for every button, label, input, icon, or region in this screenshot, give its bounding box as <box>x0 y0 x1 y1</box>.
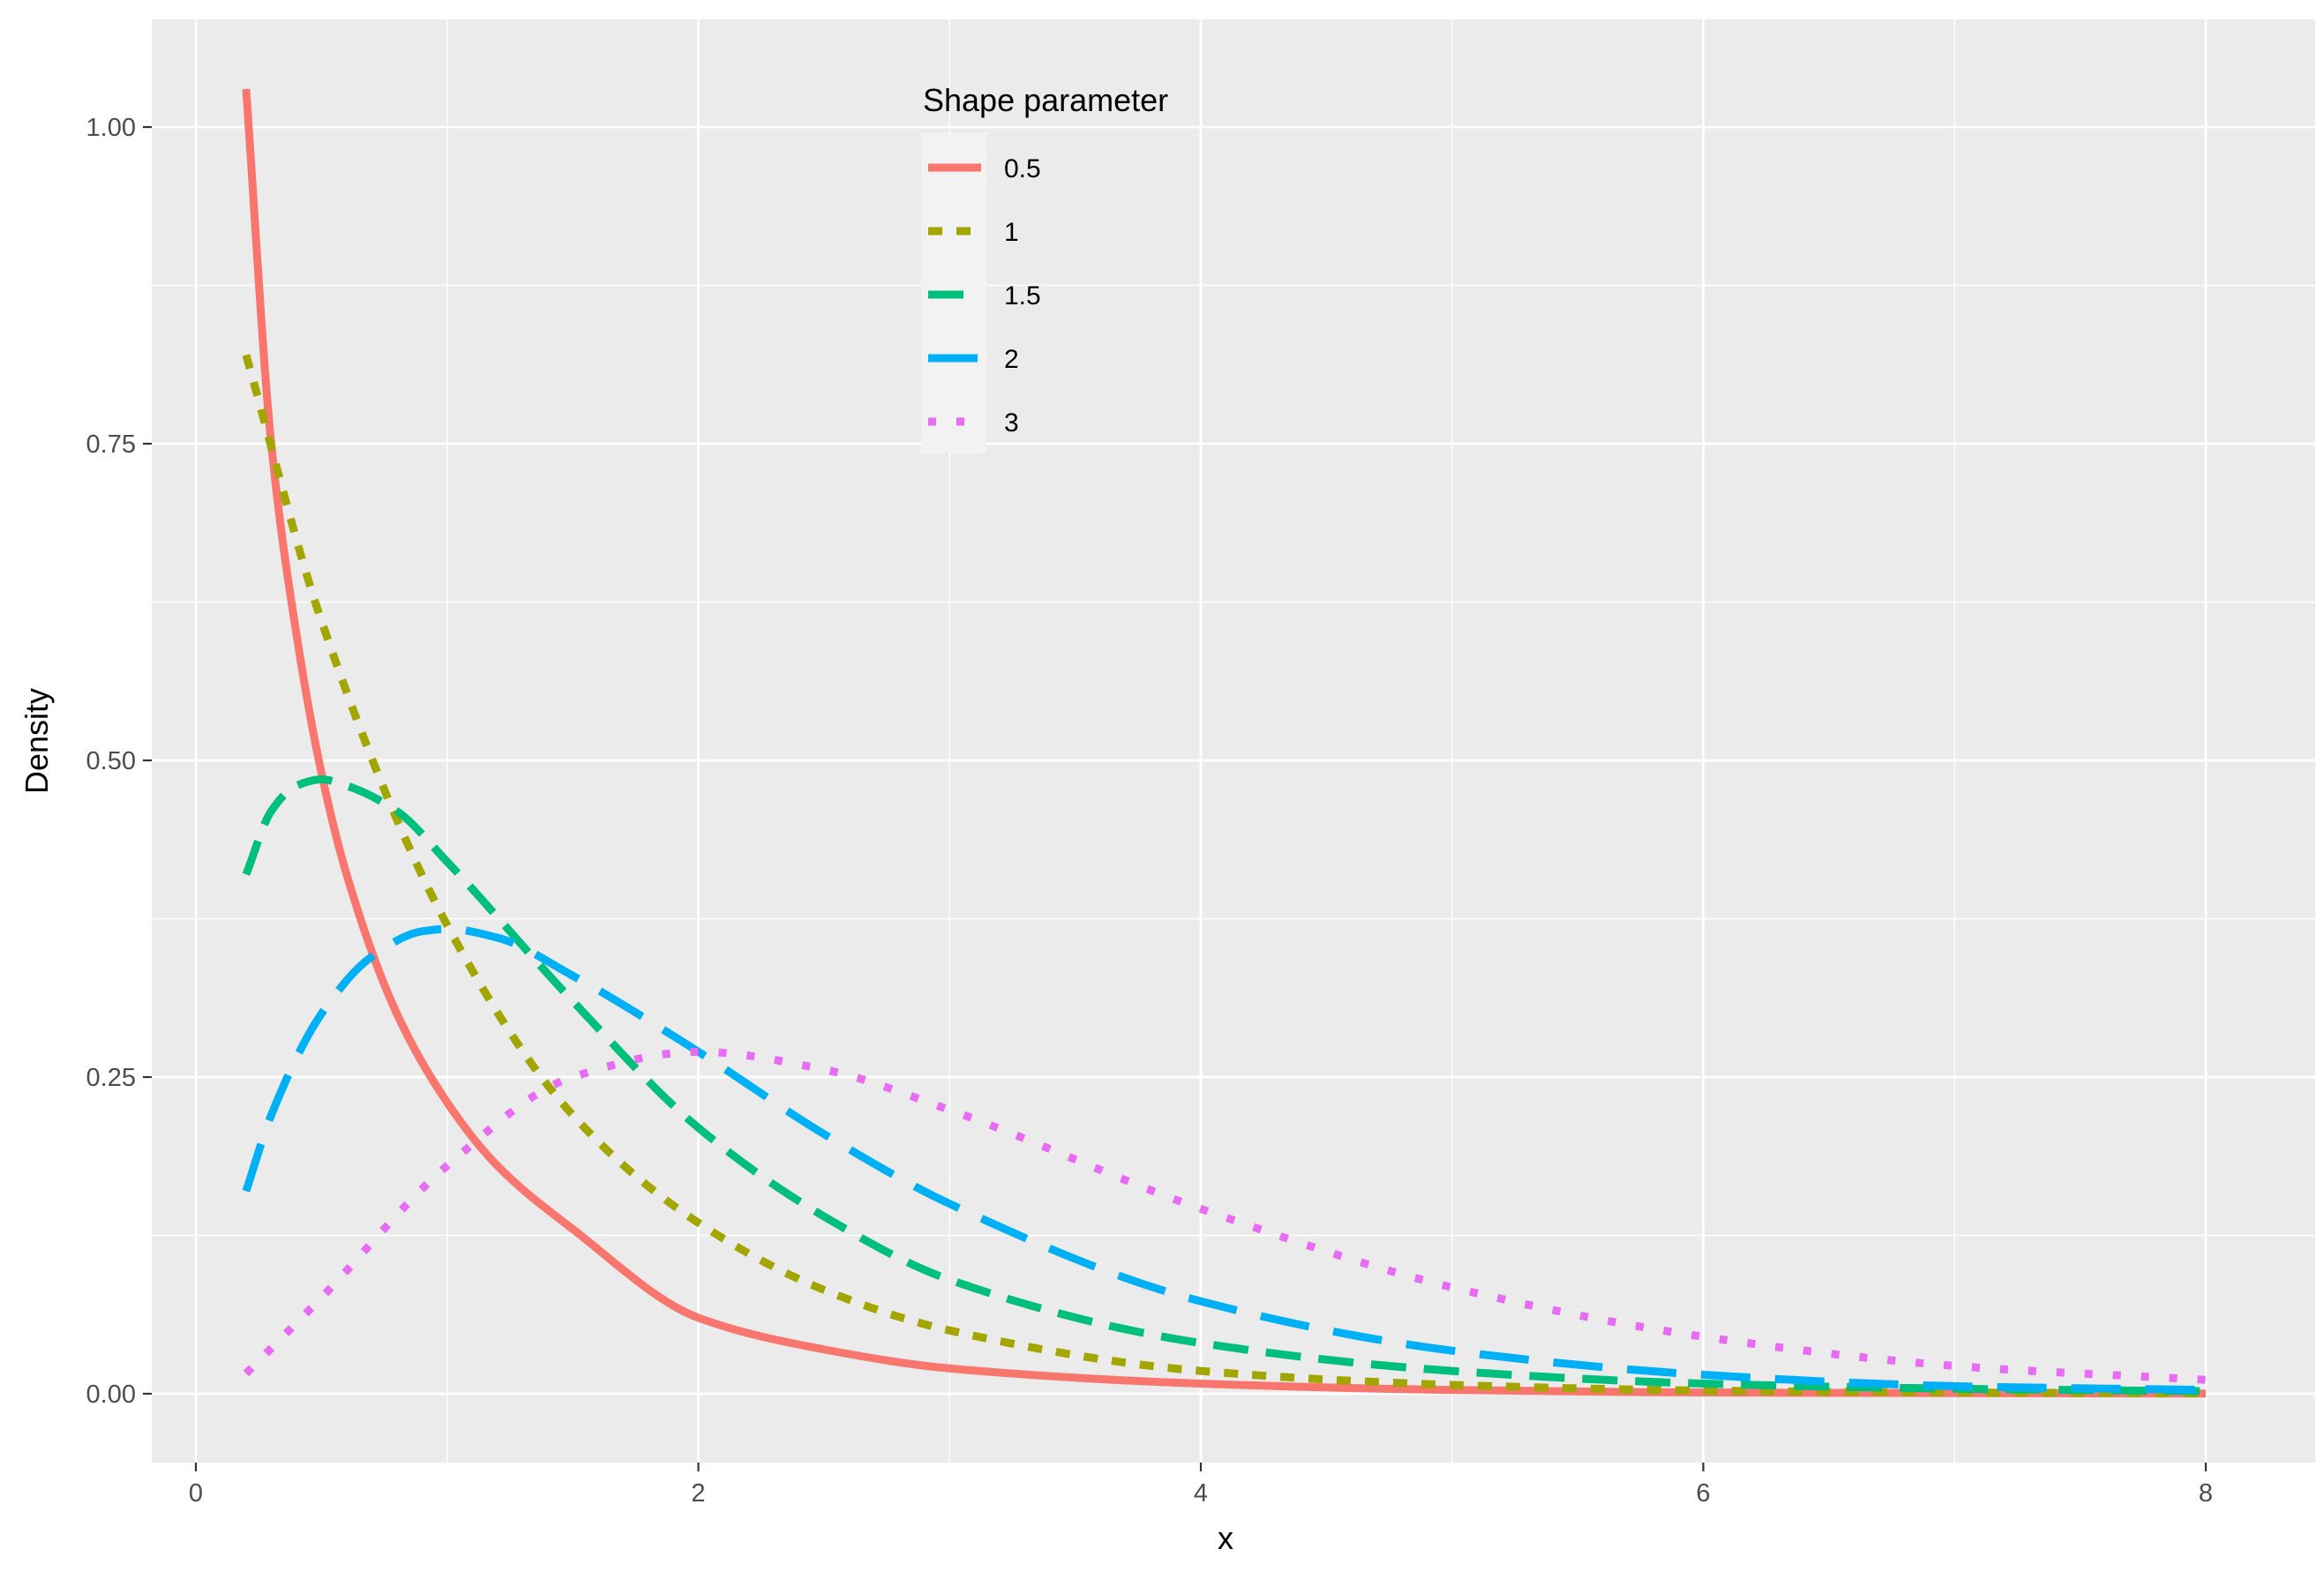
y-tick-label: 0.00 <box>86 1381 136 1409</box>
y-tick-label: 0.75 <box>86 430 136 459</box>
x-tick-label: 2 <box>691 1479 705 1508</box>
y-axis-title: Density <box>19 688 55 794</box>
series-line-0-5 <box>242 88 2207 1398</box>
x-tick-label: 4 <box>1194 1479 1208 1508</box>
x-tick-label: 0 <box>189 1479 203 1508</box>
series-line-1 <box>242 354 2207 1398</box>
x-axis-title: x <box>1218 1520 1233 1556</box>
legend-title: Shape parameter <box>923 82 1168 118</box>
series-line-1-5 <box>242 775 2207 1396</box>
panel-background <box>152 19 2315 1463</box>
series-line-3 <box>243 1047 2207 1384</box>
legend-label-3: 3 <box>1004 408 1019 438</box>
series-line-2 <box>242 924 2207 1395</box>
legend: Shape parameter 0.5 1 1.5 2 3 <box>921 82 1168 453</box>
x-axis: 0 2 4 6 8 <box>189 1463 2213 1508</box>
legend-label-0-5: 0.5 <box>1004 154 1041 183</box>
series-lines <box>242 88 2207 1398</box>
y-tick-label: 0.25 <box>86 1064 136 1092</box>
legend-label-1: 1 <box>1004 218 1019 247</box>
y-tick-label: 0.50 <box>86 747 136 775</box>
legend-label-2: 2 <box>1004 345 1019 374</box>
y-tick-label: 1.00 <box>86 114 136 142</box>
y-axis: 0.00 0.25 0.50 0.75 1.00 <box>86 114 152 1409</box>
legend-label-1-5: 1.5 <box>1004 281 1041 311</box>
x-tick-label: 8 <box>2199 1479 2213 1508</box>
x-tick-label: 6 <box>1696 1479 1710 1508</box>
